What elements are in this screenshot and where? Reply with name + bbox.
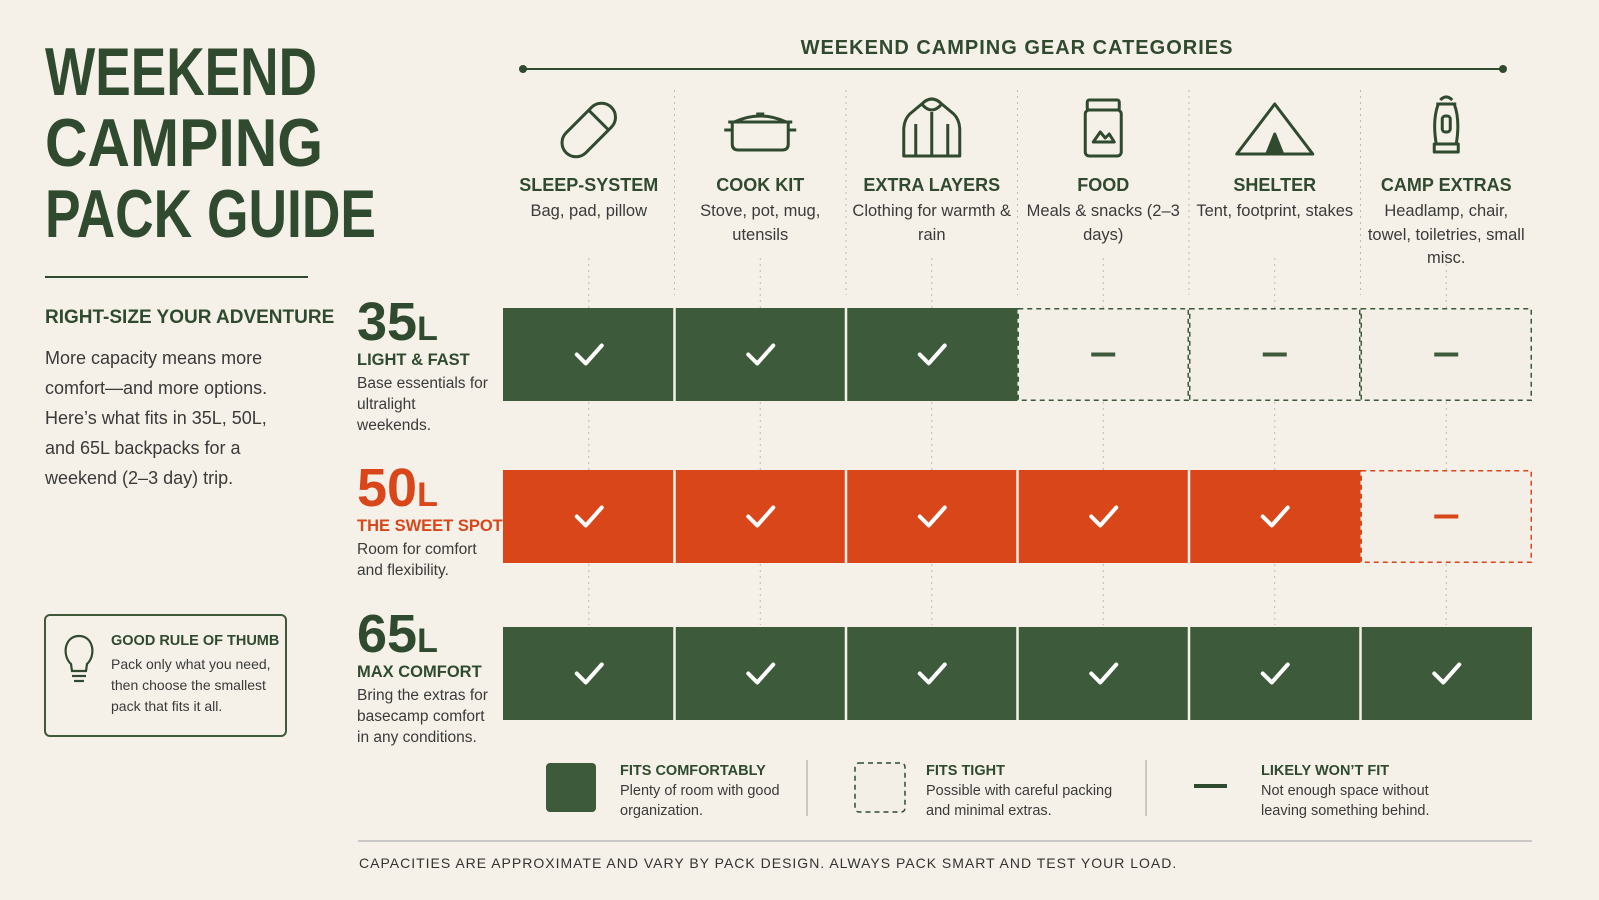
check-mark	[1432, 662, 1462, 685]
category-name: FOOD	[1077, 175, 1129, 195]
bulb-icon	[64, 634, 94, 683]
icon-shape	[724, 112, 797, 132]
category-icon	[902, 97, 962, 158]
check-mark	[1089, 662, 1119, 685]
legend-title: FITS TIGHT	[926, 763, 1005, 779]
cell-fit	[1189, 470, 1361, 563]
pack-capacity: 35L	[357, 292, 438, 352]
check-mark	[746, 505, 776, 528]
category-name: SHELTER	[1233, 175, 1316, 195]
pack-desc: Base essentials for ultralight weekends.	[357, 375, 488, 434]
tip-title: GOOD RULE OF THUMB	[111, 633, 280, 649]
intro-heading: RIGHT-SIZE YOUR ADVENTURE	[45, 307, 334, 328]
cell-fit	[1189, 627, 1361, 720]
legend-title: FITS COMFORTABLY	[620, 763, 766, 779]
icon-shape	[1440, 114, 1452, 134]
pack-capacity: 50L	[357, 458, 438, 518]
category-icon	[560, 101, 617, 159]
tip-box	[44, 614, 287, 737]
category-icon	[724, 112, 797, 152]
rule-dot	[519, 65, 527, 73]
icon-shape	[902, 97, 962, 158]
check-mark	[1089, 505, 1119, 528]
icon-shape	[1091, 130, 1116, 144]
pack-desc: Room for comfort and flexibility.	[357, 541, 477, 579]
title-line: CAMPING	[45, 105, 323, 181]
category-icon	[1083, 98, 1123, 158]
icon-shape	[914, 102, 950, 156]
icon-shape	[733, 114, 787, 124]
cell-fit	[503, 627, 675, 720]
category-desc: Bag, pad, pillow	[530, 202, 648, 220]
pack-tagline: LIGHT & FAST	[357, 351, 470, 369]
category-name: EXTRA LAYERS	[863, 175, 1000, 195]
legend-desc: Plenty of room with good organization.	[620, 783, 780, 819]
check-mark	[917, 662, 947, 685]
icon-shape	[1265, 132, 1285, 156]
category-desc: Meals & snacks (2–3 days)	[1026, 202, 1180, 244]
cell-fit	[503, 470, 675, 563]
categories-title: WEEKEND CAMPING GEAR CATEGORIES	[801, 37, 1234, 59]
check-mark	[917, 343, 947, 366]
category-name: COOK KIT	[716, 175, 804, 195]
pack-capacity-number: 35	[357, 292, 417, 352]
check-mark	[746, 343, 776, 366]
title-line: WEEKEND	[45, 34, 317, 110]
legend-swatch	[854, 762, 906, 813]
category-desc: Stove, pot, mug, utensils	[700, 202, 821, 244]
icon-shape	[560, 101, 617, 159]
icon-shape	[730, 120, 790, 152]
cell-fit	[1017, 470, 1189, 563]
check-mark	[746, 662, 776, 685]
category-desc: Clothing for warmth & rain	[852, 202, 1012, 244]
footnote: CAPACITIES ARE APPROXIMATE AND VARY BY P…	[359, 855, 1177, 871]
tip-body: Pack only what you need, then choose the…	[111, 656, 271, 714]
cell-fit	[1017, 627, 1189, 720]
icon-shape	[1083, 108, 1123, 158]
check-mark	[574, 662, 604, 685]
category-name: CAMP EXTRAS	[1381, 175, 1512, 195]
icon-shape	[1085, 98, 1121, 112]
legend-swatch	[546, 763, 596, 812]
pack-capacity-number: 50	[357, 458, 417, 518]
cell-fit	[674, 308, 846, 401]
legend-desc: Possible with careful packing and minima…	[926, 783, 1113, 819]
pack-capacity: 65L	[357, 604, 438, 664]
check-mark	[1260, 505, 1290, 528]
intro-body: More capacity means more comfort—and mor…	[45, 348, 268, 488]
cell-fit	[846, 470, 1018, 563]
cell-fit	[674, 470, 846, 563]
cell-fit	[1360, 627, 1532, 720]
legend-desc: Not enough space without leaving somethi…	[1261, 783, 1430, 819]
pack-capacity-number: 65	[357, 604, 417, 664]
legend-title: LIKELY WON’T FIT	[1261, 763, 1389, 779]
check-mark	[574, 343, 604, 366]
pack-capacity-unit: L	[417, 476, 438, 514]
cell-fit	[674, 627, 846, 720]
pack-desc: Bring the extras for basecamp comfort in…	[357, 687, 488, 746]
category-icon	[1432, 95, 1460, 154]
icon-shape	[1432, 95, 1460, 154]
category-desc: Tent, footprint, stakes	[1196, 202, 1354, 220]
check-mark	[1260, 662, 1290, 685]
cell-fit	[846, 308, 1018, 401]
cell-fit	[846, 627, 1018, 720]
cell-fit	[503, 308, 675, 401]
icon-shape	[587, 109, 610, 132]
pack-capacity-unit: L	[417, 622, 438, 660]
rule-dot	[1499, 65, 1507, 73]
category-icon	[1235, 102, 1315, 156]
pack-tagline: THE SWEET SPOT	[357, 517, 503, 535]
category-desc: Headlamp, chair, towel, toiletries, smal…	[1367, 202, 1525, 267]
category-name: SLEEP-SYSTEM	[519, 175, 658, 195]
pack-tagline: MAX COMFORT	[357, 663, 482, 681]
pack-capacity-unit: L	[417, 310, 438, 348]
check-mark	[574, 505, 604, 528]
check-mark	[917, 505, 947, 528]
title-line: PACK GUIDE	[45, 176, 376, 252]
